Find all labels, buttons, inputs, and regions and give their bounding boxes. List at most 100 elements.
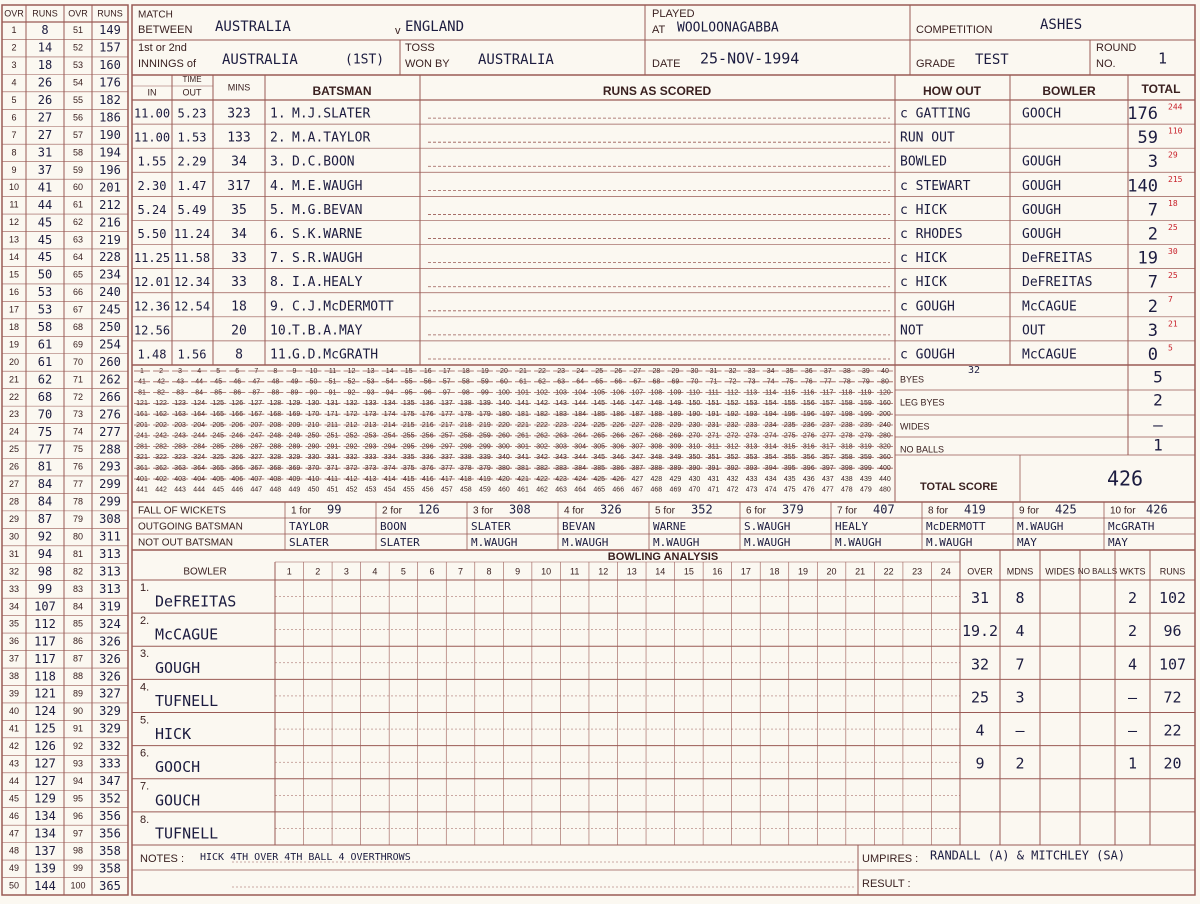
over-number: 8 bbox=[487, 566, 492, 576]
tally-number: 459 bbox=[479, 487, 491, 494]
over-number: 12 bbox=[598, 566, 608, 576]
label: 34 bbox=[231, 227, 247, 242]
tally-number: 440 bbox=[879, 476, 891, 483]
label: c GOUGH bbox=[900, 347, 955, 362]
tally-number: 444 bbox=[193, 487, 205, 494]
runs-cell: 84 bbox=[38, 495, 52, 509]
label: 5.50 bbox=[138, 227, 167, 241]
over-cell: 27 bbox=[9, 479, 19, 489]
label: 102 bbox=[1159, 589, 1186, 607]
label: 7. bbox=[140, 781, 149, 793]
over-cell: 65 bbox=[73, 270, 83, 280]
runs-cell: 58 bbox=[38, 320, 52, 334]
label: 6. bbox=[140, 748, 149, 760]
label: McCAGUE bbox=[155, 626, 218, 644]
label: MAY bbox=[1108, 536, 1128, 549]
runs-cell: 121 bbox=[34, 687, 56, 701]
tally-number: 471 bbox=[708, 487, 720, 494]
over-cell: 42 bbox=[9, 741, 19, 751]
tally-number: 477 bbox=[822, 487, 834, 494]
label: GOUGH bbox=[155, 659, 200, 677]
label: GOUGH bbox=[1022, 203, 1061, 218]
label: TAYLOR bbox=[289, 520, 329, 533]
over-cell: 28 bbox=[9, 497, 19, 507]
over-cell: 95 bbox=[73, 793, 83, 803]
over-cell: 48 bbox=[9, 846, 19, 856]
label: 426 bbox=[1146, 503, 1168, 517]
over-cell: 24 bbox=[9, 427, 19, 437]
label: – bbox=[1015, 722, 1025, 740]
over-cell: 80 bbox=[73, 531, 83, 541]
tally-number: 438 bbox=[841, 476, 853, 483]
frame bbox=[131, 4, 1196, 896]
label: 140 bbox=[1127, 176, 1158, 196]
runs-cell: 157 bbox=[99, 41, 121, 55]
runs-cell: 333 bbox=[99, 757, 121, 771]
label: TOTAL SCORE bbox=[920, 481, 998, 493]
label: c HICK bbox=[900, 203, 947, 218]
label: 9 for bbox=[1019, 506, 1040, 517]
over-cell: 14 bbox=[9, 252, 19, 262]
label: 3. bbox=[140, 648, 149, 660]
label: GOOCH bbox=[155, 758, 200, 776]
label: McDERMOTT bbox=[926, 520, 986, 533]
tally-number: 464 bbox=[574, 487, 586, 494]
runs-cell: 326 bbox=[99, 669, 121, 683]
runs-cell: 313 bbox=[99, 582, 121, 596]
label: 2 bbox=[1153, 391, 1163, 410]
runs-cell: 45 bbox=[38, 233, 52, 247]
runs-cell: 216 bbox=[99, 215, 121, 229]
label: 33 bbox=[231, 251, 247, 266]
over-number: 15 bbox=[684, 566, 694, 576]
over-cell: 11 bbox=[9, 200, 18, 210]
label: 5.24 bbox=[138, 203, 167, 217]
label: NO. bbox=[1096, 58, 1116, 70]
label: M.E.WAUGH bbox=[292, 179, 362, 194]
runs-cell: 324 bbox=[99, 617, 121, 631]
tally-number: 434 bbox=[765, 476, 777, 483]
tally-number: 467 bbox=[631, 487, 643, 494]
runs-cell: 194 bbox=[99, 145, 121, 159]
tally-number: 452 bbox=[346, 487, 358, 494]
over-cell: 43 bbox=[9, 758, 19, 768]
label: c HICK bbox=[900, 275, 947, 290]
label: M.G.BEVAN bbox=[292, 203, 362, 218]
label: SLATER bbox=[289, 536, 329, 549]
label: 1 bbox=[1158, 50, 1167, 68]
over-cell: 41 bbox=[9, 724, 19, 734]
label: NOT bbox=[900, 323, 924, 338]
over-cell: 61 bbox=[73, 200, 83, 210]
label: 4. bbox=[140, 681, 149, 693]
label: MINS bbox=[228, 82, 251, 92]
runs-cell: 358 bbox=[99, 861, 121, 875]
runs-cell: 70 bbox=[38, 407, 52, 421]
runs-cell: 117 bbox=[34, 634, 56, 648]
label: TUFNELL bbox=[155, 692, 218, 710]
label: M.WAUGH bbox=[471, 536, 517, 549]
runs-cell: 124 bbox=[34, 704, 56, 718]
label: 32 bbox=[968, 365, 980, 376]
label: 10. bbox=[270, 323, 293, 338]
label: 19.2 bbox=[962, 622, 998, 640]
label: RUNS bbox=[1160, 566, 1186, 576]
runs-cell: 212 bbox=[99, 198, 121, 212]
label: GOUGH bbox=[1022, 227, 1061, 242]
over-cell: 2 bbox=[11, 43, 16, 53]
over-cell: 53 bbox=[73, 60, 83, 70]
runs-cell: 356 bbox=[99, 826, 121, 840]
label: GOOCH bbox=[1022, 107, 1061, 122]
over-cell: 99 bbox=[73, 863, 83, 873]
label: C.J.McDERMOTT bbox=[292, 299, 394, 314]
label: AT bbox=[652, 24, 666, 36]
label: – bbox=[1153, 416, 1163, 435]
runs-cell: 308 bbox=[99, 512, 121, 526]
over-cell: 77 bbox=[73, 479, 83, 489]
tally-number: 478 bbox=[841, 487, 853, 494]
over-cell: 18 bbox=[9, 322, 19, 332]
label: 3 bbox=[1148, 152, 1158, 172]
runs-cell: 26 bbox=[38, 76, 52, 90]
over-cell: 45 bbox=[9, 793, 19, 803]
label: 35 bbox=[231, 203, 247, 218]
over-cell: 58 bbox=[73, 147, 83, 157]
label: 29 bbox=[1168, 151, 1178, 160]
